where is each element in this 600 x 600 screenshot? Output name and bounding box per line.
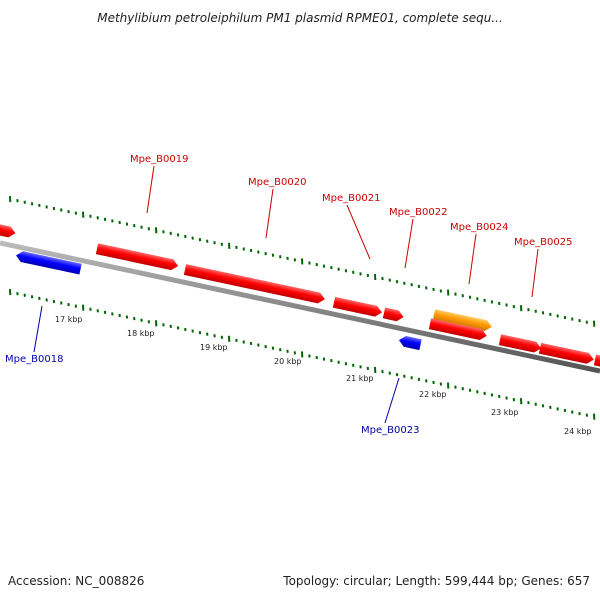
backbone — [0, 240, 600, 374]
gene-label[interactable]: Mpe_B0023 — [361, 425, 419, 436]
gene-label[interactable]: Mpe_B0022 — [389, 207, 447, 218]
ruler-label: 21 kbp — [346, 374, 374, 383]
gene-label[interactable]: Mpe_B0020 — [248, 177, 306, 188]
gene-arrow-unlabeled[interactable] — [0, 222, 17, 238]
leader-line — [33, 305, 43, 353]
map-title: Methylibium petroleiphilum PM1 plasmid R… — [97, 11, 503, 25]
inner-tick-track — [9, 289, 596, 420]
outer-tick-track — [9, 196, 596, 327]
ruler-label: 18 kbp — [127, 329, 155, 338]
summary-text: Topology: circular; Length: 599,444 bp; … — [283, 574, 590, 588]
accession-text: Accession: NC_008826 — [8, 574, 145, 588]
gene-arrow-Mpe_B0025[interactable] — [498, 334, 542, 354]
leader-line — [531, 248, 539, 298]
gene-arrow-unlabeled[interactable] — [428, 318, 488, 341]
gene-arrow-Mpe_B0020[interactable] — [183, 264, 326, 305]
ruler-label: 24 kbp — [564, 427, 592, 436]
ruler-labels: 17 kbp 18 kbp 19 kbp 20 kbp 21 kbp 22 kbp 23 k… — [55, 315, 592, 436]
ruler-label: 20 kbp — [274, 357, 302, 366]
leader-line — [384, 377, 400, 424]
gene-label[interactable]: Mpe_B0019 — [130, 154, 188, 165]
ruler-label: 23 kbp — [491, 408, 519, 417]
gene-label[interactable]: Mpe_B0025 — [514, 237, 572, 248]
ruler-label: 17 kbp — [55, 315, 83, 324]
gene-callouts: Mpe_B0018 Mpe_B0019 Mpe_B0020 Mpe_B0021 Mpe_… — [5, 154, 572, 436]
gene-arrow-Mpe_B0019[interactable] — [95, 243, 179, 271]
gene-arrow-unlabeled[interactable] — [593, 354, 600, 369]
gene-arrow-Mpe_B0018[interactable] — [15, 250, 82, 275]
gene-arrow-Mpe_B0021[interactable] — [332, 296, 383, 318]
leader-line — [146, 165, 155, 214]
gene-arrow-unlabeled[interactable] — [538, 342, 595, 365]
gene-features — [0, 222, 600, 368]
gene-label[interactable]: Mpe_B0018 — [5, 354, 63, 365]
gene-label[interactable]: Mpe_B0024 — [450, 222, 508, 233]
gene-arrow-Mpe_B0023[interactable] — [398, 335, 422, 351]
leader-line — [265, 188, 274, 239]
leader-line — [404, 218, 414, 269]
gene-arrow-Mpe_B0024[interactable] — [432, 309, 493, 332]
ruler-label: 22 kbp — [419, 390, 447, 399]
leader-line — [468, 233, 477, 285]
ruler-label: 19 kbp — [200, 343, 228, 352]
gene-arrow-Mpe_B0022[interactable] — [382, 307, 405, 323]
leader-line — [346, 204, 371, 260]
gene-label[interactable]: Mpe_B0021 — [322, 193, 380, 204]
